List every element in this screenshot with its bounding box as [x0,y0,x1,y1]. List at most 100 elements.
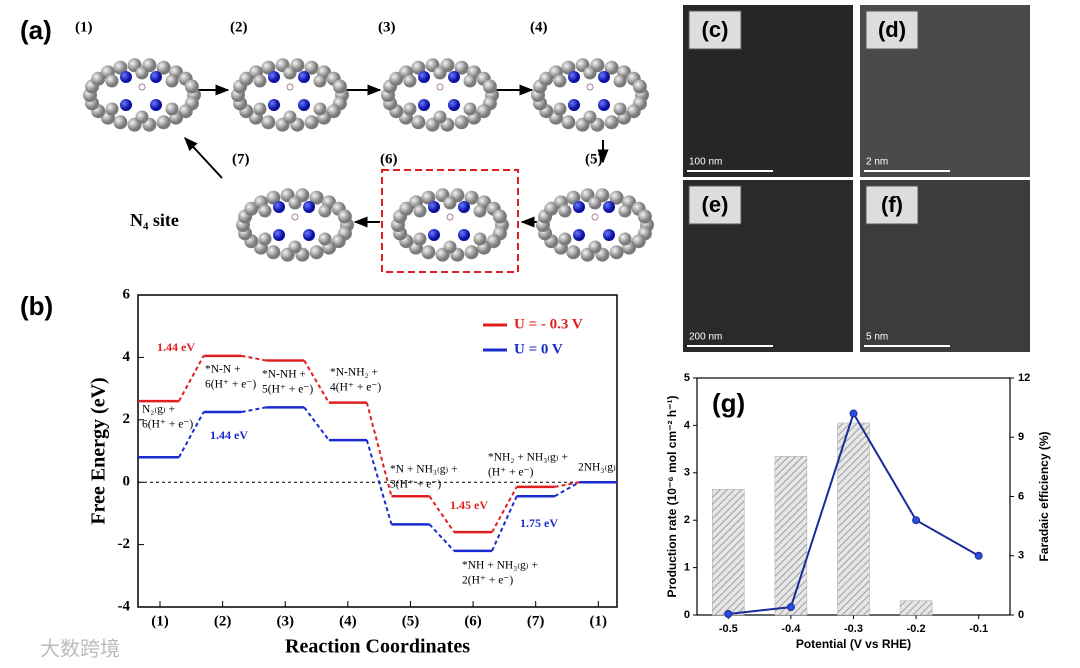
species-label: 6(H⁺ + e⁻) [142,419,193,431]
carbon-atom [165,74,179,88]
nitrogen-atom [273,201,285,213]
nitrogen-atom [268,99,280,111]
label-box [865,10,919,50]
carbon-atom [184,79,199,94]
nitrogen-atom [573,201,585,213]
y-tick-label: 6 [123,286,131,302]
connector [428,495,455,533]
molecule [381,58,499,132]
step-label: (3) [378,19,396,35]
micrographs: (c) 100 nm (d) 2 nm (e) 200 nm (f) 5 nm [683,5,1030,352]
carbon-atom [156,60,171,75]
carbon-atom [464,245,479,260]
nitrogen-atom [458,201,470,213]
carbon-atom [454,60,469,75]
species-label: *N-NH₂ + [330,367,378,379]
carbon-atom [105,74,119,88]
carbon-atom [283,110,297,124]
carbon-atom [583,66,597,80]
x-tick-label: -0.2 [907,623,926,635]
carbon-atom [304,115,319,130]
carbon-atom [266,245,281,260]
carbon-atom [618,232,632,246]
species-label: 3(H⁺ + e⁻) [390,479,441,491]
nitrogen-atom [428,201,440,213]
carbon-atom [454,115,469,130]
nitrogen-atom [418,71,430,83]
connector [365,402,393,497]
carbon-atom [433,66,447,80]
y-tick-label: 5 [684,372,690,384]
bar [837,422,870,616]
adsorbate [436,83,444,91]
carbon-atom [558,204,572,218]
y-tick-label: 4 [123,349,131,365]
species-label: *NH₂ + NH₃₍g₎ + [488,452,568,464]
nitrogen-atom [120,99,132,111]
connector [303,360,330,404]
molecule [536,188,654,262]
adsorbate [291,213,299,221]
scale-bar-label: 2 nm [866,157,888,168]
species-label: (H⁺ + e⁻) [488,467,534,479]
carbon-atom [473,232,487,246]
connector [491,495,518,552]
carbon-atom [637,209,652,224]
y-tick-label: 2 [123,411,131,427]
connector [365,439,393,525]
carbon-atom [113,60,128,75]
x-tick-label: (1) [151,613,169,629]
carbon-atom [283,66,297,80]
carbon-atom [413,204,427,218]
carbon-atom [411,115,426,130]
panel-a: (a) N₄ site (1) (2) (3) (4) (5) (6) (7) [20,15,654,273]
marker [786,603,795,612]
x-tick-label: (4) [339,613,357,629]
panel-label: (a) [20,15,52,45]
nitrogen-atom [603,229,615,241]
nitrogen-atom [428,229,440,241]
gap-annotation: 1.44 eV [157,340,195,354]
species-label: 4(H⁺ + e⁻) [330,382,381,394]
adsorbate [446,213,454,221]
connector [303,406,330,441]
y-tick-label: 2 [684,514,690,526]
carbon-atom [253,74,267,88]
carbon-atom [473,204,487,218]
molecule [83,58,201,132]
marker [849,409,858,418]
carbon-atom [443,240,457,254]
nitrogen-atom [268,71,280,83]
marker [974,551,983,560]
carbon-atom [553,102,567,116]
gap-annotation: 1.75 eV [520,516,558,530]
y-tick-label: -4 [118,598,131,614]
label-box [688,10,742,50]
connector [241,354,267,362]
x-tick-label: -0.1 [969,623,988,635]
carbon-atom [613,102,627,116]
highlight-box [381,169,519,273]
nitrogen-atom [298,99,310,111]
bar [774,455,808,616]
nitrogen-atom [150,71,162,83]
nitrogen-atom [303,229,315,241]
carbon-atom [632,79,647,94]
x-axis-label: Reaction Coordinates [285,636,470,658]
carbon-atom [561,60,576,75]
x-tick-label: (2) [214,613,232,629]
bar [899,600,933,616]
y-tick-label: 0 [684,609,690,621]
site-label: N₄ site [130,210,179,230]
carbon-atom [604,115,619,130]
adsorbate [286,83,294,91]
y-tick-label: -2 [118,536,131,552]
y-tick-label: 1 [684,562,690,574]
x-tick-label: -0.5 [719,623,738,635]
legend-label: U = 0 V [514,341,563,357]
carbon-atom [609,190,624,205]
carbon-atom [165,102,179,116]
carbon-atom [558,232,572,246]
